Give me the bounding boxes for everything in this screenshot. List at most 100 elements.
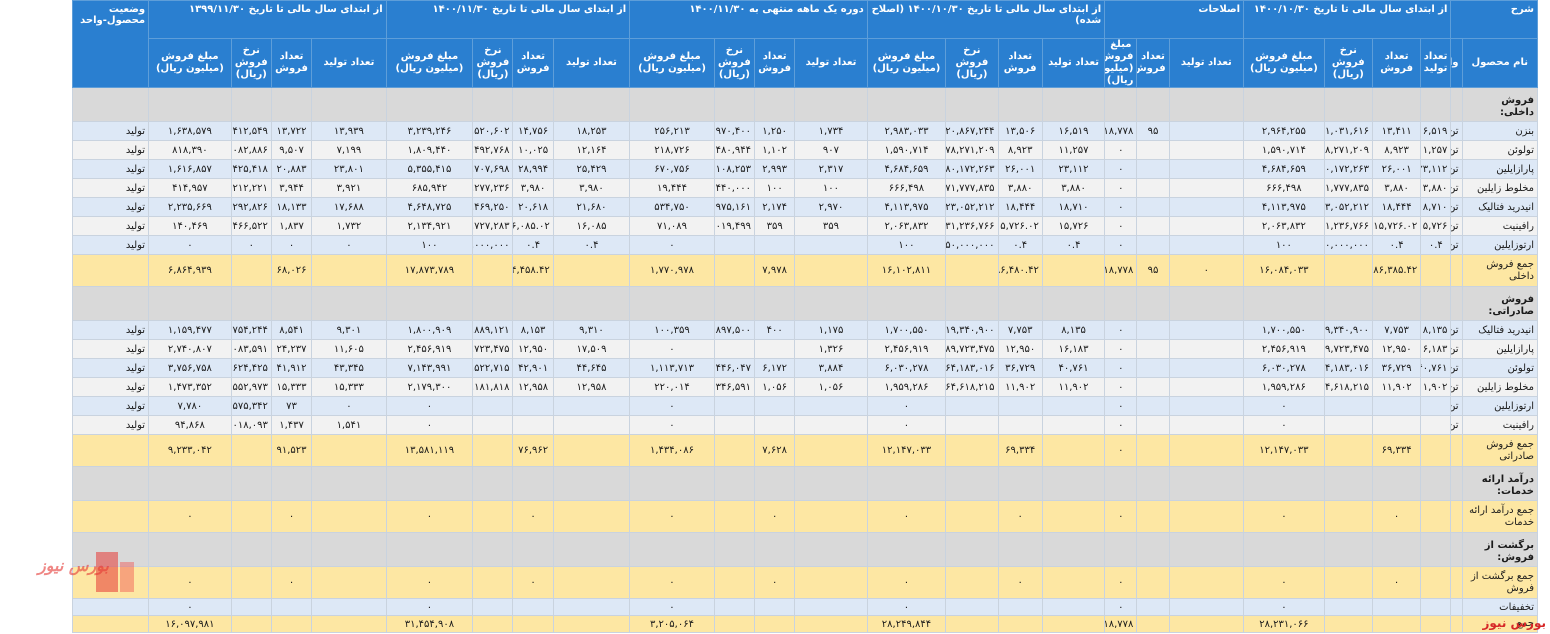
- table-row: پارازایلینتن۱۶,۱۸۳۱۲,۹۵۰۱۸۹,۷۲۳,۴۷۵۲,۴۵۶…: [12, 339, 1539, 359]
- table-cell: [945, 87, 999, 122]
- table-cell: ۰.۴: [997, 235, 1043, 255]
- table-cell: ۹,۳۱۰: [552, 320, 631, 340]
- table-cell: [1136, 159, 1170, 179]
- section-row: فروش صادراتی:: [12, 286, 1539, 321]
- header-column: تعداد فروش: [1136, 38, 1170, 88]
- table-cell: ۱۶۸,۱۸۱,۸۱۸: [472, 377, 514, 397]
- total-row: جمع ۲۸,۲۳۱,۰۶۶ ۱۸,۷۷۸ ۲۸,۲۴۹,۸۴۴ ۳,۲۰۵,۰۶۴ ۳۱…: [12, 615, 1539, 633]
- table-cell: [1136, 615, 1170, 633]
- table-cell: ۱۵,۷۲۶: [1041, 216, 1106, 236]
- table-cell: [629, 532, 715, 567]
- table-cell: [713, 566, 756, 599]
- table-cell: [754, 466, 796, 501]
- table-cell: ۴۲,۹۰۱: [512, 358, 554, 378]
- table-row: انیدرید فتالیکتن۸,۱۳۵۷,۷۵۳۲۱۹,۳۴۰,۹۰۰۱,۷…: [12, 320, 1539, 340]
- product-status: تولید: [71, 235, 150, 255]
- table-cell: ۲۵۰,۰۰۰,۰۰۰: [472, 235, 514, 255]
- table-cell: [794, 466, 868, 501]
- table-cell: [1168, 377, 1245, 397]
- table-row: رافینیتتن۱۵,۷۲۶۱۵,۷۲۶.۰۲۱۳۱,۲۳۶,۷۶۶۲,۰۶۳…: [12, 216, 1539, 236]
- table-cell: ۲۸,۲۴۹,۸۴۴: [866, 615, 947, 633]
- table-cell: [1243, 286, 1325, 321]
- table-cell: ۲۵۶,۲۱۳: [629, 121, 715, 141]
- total-row: جمع فروش صادراتی ۶۹,۳۳۴ ۱۲,۱۴۷,۰۳۳ ۰ ۶۹,۳۳۴ ۱…: [12, 434, 1539, 467]
- section-row: برگشت از فروش:: [12, 532, 1539, 567]
- table-cell: ۱۵,۷۲۶.۰۲: [997, 216, 1043, 236]
- table-cell: [1136, 235, 1170, 255]
- table-cell: ۹,۳۰۱: [311, 320, 387, 340]
- table-cell: ۰: [866, 396, 947, 416]
- table-cell: ۱۳,۵۰۶: [997, 121, 1043, 141]
- table-cell: [1041, 500, 1106, 533]
- product-unit: [1450, 500, 1463, 533]
- table-cell: ۱,۰۵۶: [754, 377, 796, 397]
- table-cell: ۴,۶۸۴,۶۵۹: [1243, 159, 1325, 179]
- table-cell: [1104, 286, 1138, 321]
- table-cell: [945, 415, 999, 435]
- table-cell: ۱۸,۷۱۰: [1420, 197, 1452, 217]
- table-cell: [1420, 500, 1452, 533]
- table-cell: ۸,۹۲۳: [997, 140, 1043, 160]
- table-cell: [1041, 434, 1106, 467]
- table-cell: ۳,۲۰۵,۰۶۴: [629, 615, 715, 633]
- table-cell: ۲۳,۸۰۱: [311, 159, 387, 179]
- product-status: تولید: [71, 159, 150, 179]
- table-cell: [754, 286, 796, 321]
- table-cell: [1323, 415, 1373, 435]
- table-cell: ۰: [997, 566, 1043, 599]
- table-cell: ۷,۹۷۸: [754, 254, 796, 287]
- table-cell: ۳,۹۸۰: [552, 178, 631, 198]
- table-cell: [794, 500, 868, 533]
- table-cell: ۱۵,۷۲۶.۰۲: [1371, 216, 1422, 236]
- table-cell: ۱۹,۴۴۴: [629, 178, 715, 198]
- table-cell: ۱,۷۰۰,۵۵۰: [1243, 320, 1325, 340]
- table-cell: ۰: [629, 566, 715, 599]
- table-cell: [270, 286, 313, 321]
- table-cell: ۱,۶۱۶,۸۵۷: [148, 159, 232, 179]
- table-cell: [270, 532, 313, 567]
- table-cell: ۱۶,۰۸۵: [552, 216, 631, 236]
- table-cell: ۱۰۵,۲۱۲,۲۲۱: [230, 178, 272, 198]
- table-cell: ۸۹,۶۲۴,۴۲۵: [230, 358, 272, 378]
- table-cell: ۹,۲۳۳,۰۴۲: [148, 434, 232, 467]
- table-cell: ۷,۱۴۳,۹۹۱: [385, 358, 474, 378]
- table-cell: ۱۸۹,۷۲۳,۴۷۵: [945, 339, 999, 359]
- table-cell: [997, 466, 1043, 501]
- table-cell: ۱۶,۵۱۹: [1041, 121, 1106, 141]
- table-cell: [1323, 615, 1373, 633]
- table-cell: [945, 598, 999, 616]
- table-cell: [1168, 235, 1245, 255]
- table-cell: [311, 598, 387, 616]
- table-cell: ۱,۲۵۰: [754, 121, 796, 141]
- table-row: تولوئنتن۴۰,۷۶۱۳۶,۷۲۹۱۶۴,۱۸۳,۰۱۶۶,۰۳۰,۲۷۸…: [12, 358, 1539, 378]
- table-cell: ۰: [1104, 358, 1138, 378]
- table-cell: [1168, 339, 1245, 359]
- table-cell: ۱۳۱,۲۳۶,۷۶۶: [945, 216, 999, 236]
- total-row: جمع درآمد ارائه خدمات ۰ ۰ ۰ ۰ ۰ ۰ ۰ ۰ ۰ ۰ ۰: [12, 500, 1539, 533]
- product-name: فروش داخلی:: [1461, 87, 1539, 122]
- table-cell: [1168, 598, 1245, 616]
- table-cell: [1168, 615, 1245, 633]
- table-cell: [230, 254, 272, 287]
- table-cell: [472, 434, 514, 467]
- table-cell: ۱,۴۳۴,۰۸۶: [629, 434, 715, 467]
- table-cell: [1168, 178, 1245, 198]
- table-cell: [472, 415, 514, 435]
- table-cell: ۱۶,۰۸۴,۰۳۳: [1243, 254, 1325, 287]
- table-cell: [754, 87, 796, 122]
- product-unit: تن: [1450, 216, 1463, 236]
- table-cell: ۱۱۳,۰۸۳,۵۹۱: [230, 339, 272, 359]
- table-cell: ۱۸,۷۷۸: [1104, 121, 1138, 141]
- table-row: رافینیتتن۰۰۰۰۰۱,۵۴۱۱,۴۳۷۶۶,۰۱۸,۰۹۳۹۴,۸۶۸…: [12, 415, 1539, 435]
- table-cell: ۰: [385, 598, 474, 616]
- table-cell: [1136, 377, 1170, 397]
- table-cell: ۴۰,۷۶۱: [1420, 358, 1452, 378]
- table-cell: [713, 615, 756, 633]
- header-column: تعداد تولید: [794, 38, 868, 88]
- table-cell: [997, 532, 1043, 567]
- header-row-groups: شرح از ابتدای سال مالی تا تاریخ ۱۴۰۰/۱۰/۳…: [12, 0, 1538, 88]
- table-cell: [385, 532, 474, 567]
- table-row: بنزنتن۱۶,۵۱۹۱۳,۴۱۱۲۲۱,۰۳۱,۶۱۶۲,۹۶۴,۲۵۵۹۵…: [12, 121, 1539, 141]
- table-row: ارتوزایلینتن۰.۴۰.۴۲۵۰,۰۰۰,۰۰۰۱۰۰۰۰.۴۰.۴۲…: [12, 235, 1539, 255]
